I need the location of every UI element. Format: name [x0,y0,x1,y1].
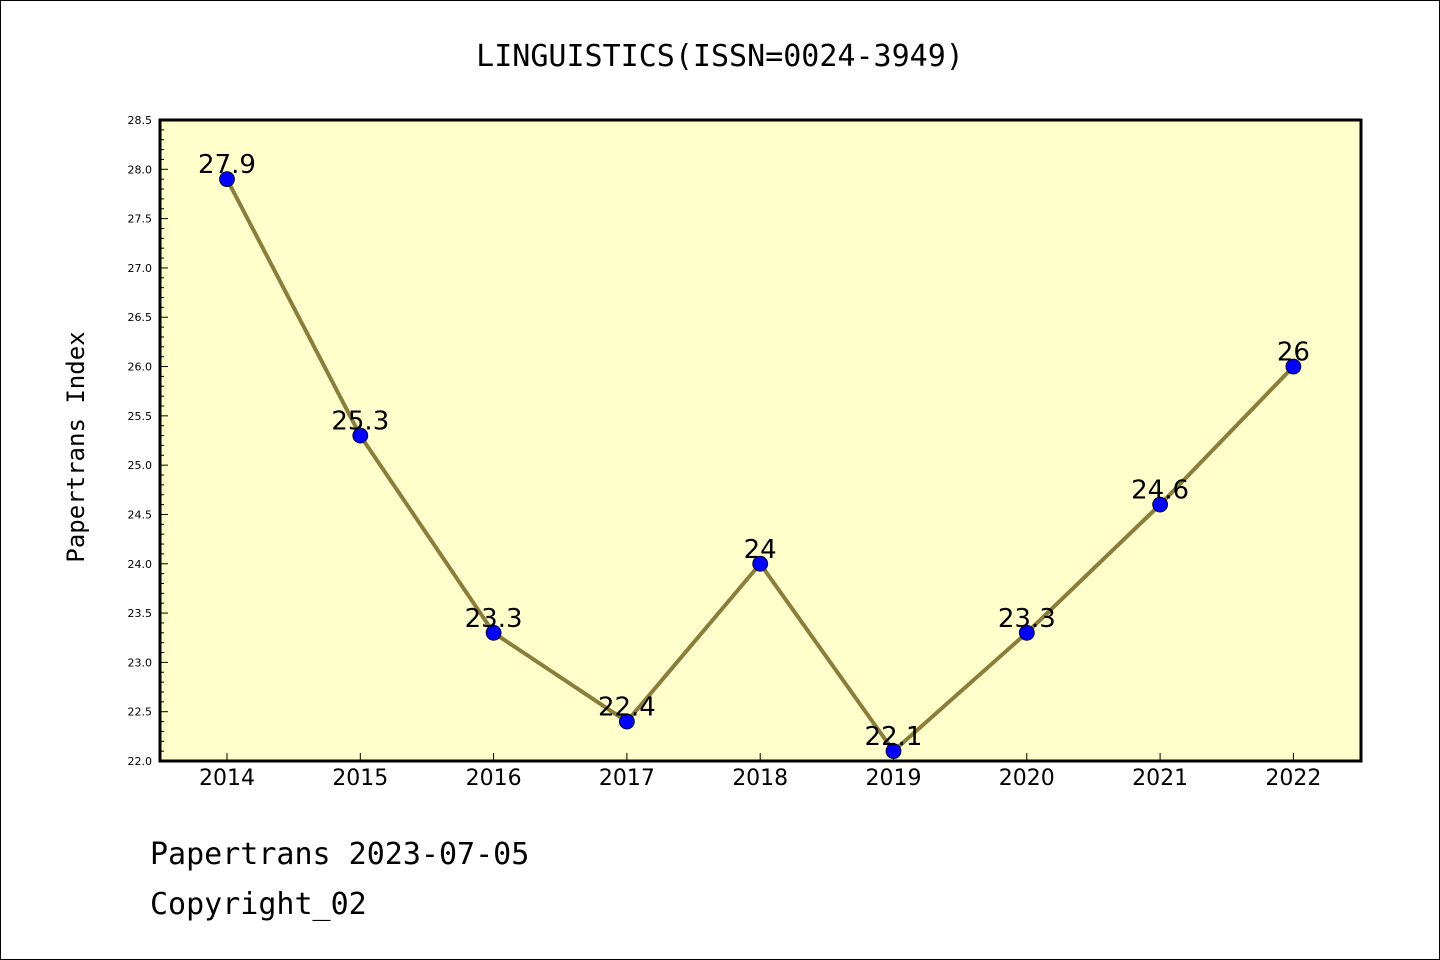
data-labels: 27.9 25.3 23.3 22.4 24 22.1 23.3 24.6 26 [198,150,1310,752]
data-point [485,624,502,641]
data-point [1152,496,1168,513]
data-points [219,171,1302,760]
x-axis: 2014 2015 2016 2017 2018 2019 2020 2021 2022 [199,753,1321,791]
data-label: 24.6 [1131,476,1189,506]
y-tick-label: 28.5 [128,114,153,127]
y-tick-label: 24.0 [128,558,153,571]
data-label: 25.3 [331,407,389,437]
y-tick-label: 25.0 [128,459,153,472]
data-point [619,713,635,730]
y-tick-label: 24.5 [128,508,153,521]
data-point [752,555,769,572]
data-label: 23.3 [465,604,523,634]
x-tick-label: 2014 [199,766,255,791]
data-label: 26 [1277,338,1310,368]
y-tick-label: 23.0 [128,656,153,669]
x-tick-label: 2018 [732,766,788,791]
data-point [219,171,235,188]
x-tick-label: 2022 [1265,766,1321,791]
y-tick-label: 26.5 [128,311,153,324]
plot-area [158,118,1363,763]
data-point [1285,358,1302,375]
footer-date: Papertrans 2023-07-05 [150,837,529,872]
y-tick-label: 25.5 [128,410,153,423]
footer-copyright: Copyright_02 [150,887,367,922]
y-tick-label: 28.0 [128,163,153,176]
x-tick-label: 2019 [866,766,922,791]
data-point [885,743,902,760]
x-tick-label: 2021 [1132,766,1188,791]
y-axis-label: Papertrans Index [62,331,90,562]
y-axis: 22.0 22.5 23.0 23.5 24.0 24.5 25.0 25.5 26.0 26.5… [128,114,168,768]
x-tick-label: 2020 [999,766,1055,791]
x-tick-label: 2017 [599,766,655,791]
data-label: 23.3 [998,604,1056,634]
x-tick-label: 2016 [466,766,522,791]
data-label: 27.9 [198,150,256,180]
y-tick-label: 23.5 [128,607,153,620]
y-tick-label: 22.0 [128,755,153,768]
data-label: 22.1 [865,722,923,752]
data-label: 24 [744,535,777,565]
chart-title: LINGUISTICS(ISSN=0024-3949) [476,39,964,74]
y-tick-label: 27.0 [128,262,153,275]
y-tick-label: 26.0 [128,361,153,374]
x-tick-label: 2015 [332,766,388,791]
data-label: 22.4 [598,693,656,723]
data-point [352,427,369,444]
y-tick-label: 22.5 [128,706,153,719]
data-point [1018,624,1035,641]
y-tick-label: 27.5 [128,213,153,226]
